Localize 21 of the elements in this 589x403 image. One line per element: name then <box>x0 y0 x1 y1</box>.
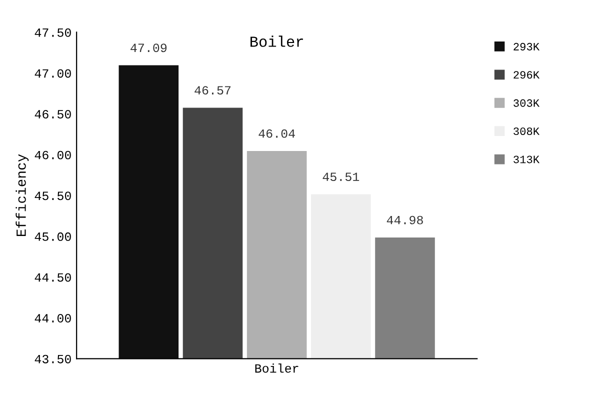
data-label: 47.09 <box>130 44 167 52</box>
y-tick-label: 46.50 <box>34 110 71 118</box>
y-tick-label: 44.00 <box>34 314 71 323</box>
y-tick-label: 45.00 <box>34 232 71 241</box>
legend-label: 308K <box>514 128 540 136</box>
data-label: 44.98 <box>386 216 423 224</box>
data-label: 46.57 <box>194 86 231 95</box>
y-tick-label: 43.50 <box>34 354 71 364</box>
legend-label: 296K <box>514 71 540 79</box>
legend-label: 313K <box>514 156 540 164</box>
y-tick-label: 45.50 <box>34 192 71 200</box>
y-tick-label: 47.00 <box>34 69 71 78</box>
y-tick-label: 44.50 <box>34 273 71 282</box>
data-label: 46.04 <box>258 129 295 138</box>
y-tick-label: 47.50 <box>34 28 71 37</box>
legend-label: 293K <box>514 42 540 50</box>
y-axis-title: Efficiency <box>16 154 29 236</box>
chart-title: Boiler <box>250 36 303 47</box>
data-label: 45.51 <box>322 172 360 182</box>
legend-label: 303K <box>514 99 540 107</box>
y-tick-label: 46.00 <box>34 150 71 160</box>
